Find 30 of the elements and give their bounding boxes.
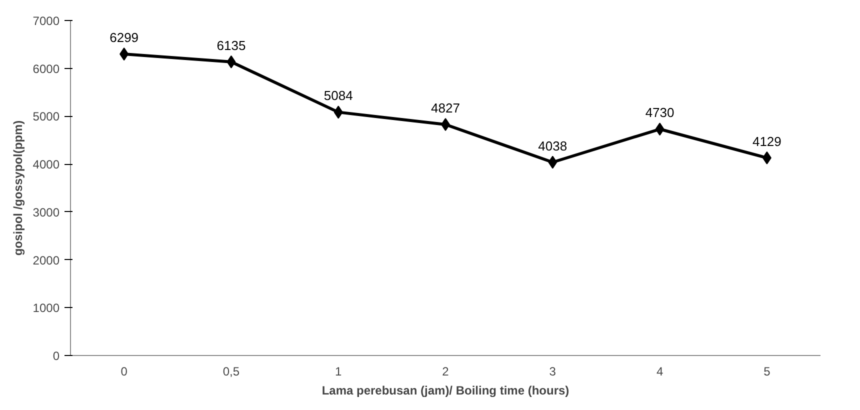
y-tick-label: 4000 bbox=[32, 158, 60, 172]
data-label: 4730 bbox=[645, 105, 674, 120]
y-axis-title: gosipol /gossypol(ppm) bbox=[10, 120, 25, 256]
y-tick-label: 0 bbox=[52, 349, 60, 363]
data-label: 6299 bbox=[110, 30, 139, 46]
y-tick-label: 1000 bbox=[32, 301, 60, 316]
y-tick-label: 7000 bbox=[32, 14, 60, 28]
point bbox=[334, 106, 343, 119]
data-label: 4827 bbox=[431, 100, 460, 116]
y-tick-label: 3000 bbox=[32, 205, 60, 220]
x-tick-label: 5 bbox=[764, 364, 771, 378]
data-label: 5084 bbox=[324, 88, 353, 104]
x-tick-label: 3 bbox=[549, 364, 556, 378]
point bbox=[762, 151, 772, 164]
y-tick-label: 2000 bbox=[32, 253, 60, 268]
x-tick-label: 4 bbox=[656, 364, 664, 378]
point bbox=[655, 122, 664, 136]
data-label: 4038 bbox=[538, 138, 568, 154]
data-label: 4129 bbox=[752, 134, 782, 149]
y-tick-label: 6000 bbox=[32, 62, 60, 76]
x-tick-label: 0,5 bbox=[222, 364, 240, 378]
point bbox=[548, 156, 558, 169]
data-label: 6135 bbox=[216, 38, 246, 53]
x-axis-title: Lama perebusan (jam)/ Boiling time (hours) bbox=[322, 384, 570, 398]
y-tick-label: 5000 bbox=[32, 110, 60, 124]
x-tick-label: 1 bbox=[335, 364, 342, 378]
x-tick-label: 0 bbox=[120, 364, 128, 378]
point bbox=[226, 55, 236, 68]
x-tick-label: 2 bbox=[442, 364, 450, 378]
point bbox=[120, 48, 129, 61]
